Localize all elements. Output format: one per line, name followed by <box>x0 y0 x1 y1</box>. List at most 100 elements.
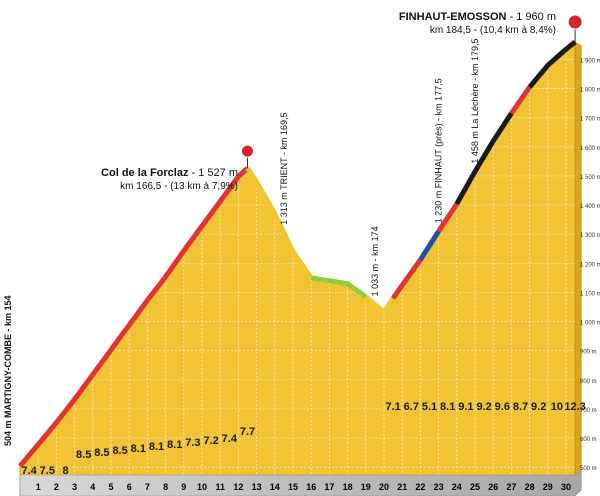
gradient-label: 10 <box>551 401 563 413</box>
gradient-label: 8 <box>62 465 68 477</box>
km-tick-label: 2 <box>54 482 59 492</box>
km-tick-label: 9 <box>181 482 186 492</box>
km-tick-label: 16 <box>306 482 316 492</box>
gradient-label: 12.3 <box>564 401 585 413</box>
gradient-label: 8.1 <box>131 443 146 455</box>
y-tick-label: 800 m <box>580 379 597 385</box>
gradient-label: 8.1 <box>149 441 164 453</box>
y-tick-label: 1 800 m <box>580 88 600 94</box>
ridge-segment <box>391 258 423 300</box>
km-tick-label: 5 <box>108 482 113 492</box>
ridge-segment <box>18 166 250 468</box>
km-tick-label: 22 <box>415 482 425 492</box>
y-tick-label: 1 500 m <box>580 175 600 181</box>
km-tick-label: 30 <box>561 482 571 492</box>
gradient-label: 9.1 <box>458 401 473 413</box>
waypoint-label: 1 313 m TRIENT - km 169,5 <box>279 113 289 225</box>
y-tick-label: 700 m <box>580 408 597 414</box>
km-tick-label: 18 <box>343 482 353 492</box>
km-tick-label: 10 <box>197 482 207 492</box>
km-tick-label: 3 <box>72 482 77 492</box>
profile-fill <box>19 40 576 496</box>
gradient-label: 7.7 <box>240 426 255 438</box>
gradient-label: 7.1 <box>385 401 400 413</box>
gradient-label: 8.1 <box>167 439 182 451</box>
gradient-label: 8.5 <box>94 447 109 459</box>
km-tick-label: 17 <box>324 482 334 492</box>
km-tick-label: 1 <box>36 482 41 492</box>
y-tick-label: 1 000 m <box>580 321 600 327</box>
gradient-label: 7.4 <box>21 465 37 477</box>
summit1-name: Col de la Forclaz <box>101 167 189 179</box>
km-tick-label: 4 <box>90 482 95 492</box>
ridge-segment <box>454 111 514 206</box>
km-tick-label: 13 <box>252 482 262 492</box>
gradient-label: 7.5 <box>40 465 55 477</box>
y-tick-label: 500 m <box>580 466 597 472</box>
ridge-segment <box>245 166 314 280</box>
gradient-label: 7.2 <box>203 435 218 447</box>
y-tick-label: 600 m <box>580 437 597 443</box>
km-tick-label: 29 <box>543 482 553 492</box>
km-tick-label: 27 <box>506 482 516 492</box>
summit1-altitude: - 1 527 m <box>188 167 238 179</box>
gridlines <box>20 51 576 475</box>
y-tick-label: 1 700 m <box>580 117 600 123</box>
profile-area <box>19 40 582 496</box>
ridge-segment <box>527 40 577 89</box>
summit1-title: Col de la Forclaz - 1 527 m <box>101 167 238 179</box>
waypoint-label: 1 230 m FINHAUT (près) - km 177,5 <box>434 78 444 223</box>
km-tick-label: 8 <box>163 482 168 492</box>
gradient-label: 6.7 <box>404 401 419 413</box>
profile-ridge-line <box>18 40 577 468</box>
y-tick-label: 900 m <box>580 350 597 356</box>
km-tick-label: 7 <box>145 482 150 492</box>
ridge-segment <box>310 275 368 299</box>
km-tick-label: 11 <box>215 482 225 492</box>
km-tick-label: 26 <box>488 482 498 492</box>
km-tick-label: 25 <box>470 482 480 492</box>
km-tick-label: 28 <box>525 482 535 492</box>
summit2-altitude: - 1 960 m <box>506 11 556 23</box>
gradient-label: 9.2 <box>531 401 546 413</box>
y-tick-label: 1 200 m <box>580 262 600 268</box>
finish-marker-icon <box>567 14 583 30</box>
y-tick-label: 1 900 m <box>580 58 600 64</box>
gradient-label: 7.4 <box>222 433 238 445</box>
gradient-label: 8.5 <box>76 449 91 461</box>
gradient-label: 5.1 <box>422 401 437 413</box>
ridge-segment <box>436 202 459 233</box>
summit1-subtitle: km 166,5 - (13 km à 7,9%) <box>120 181 238 192</box>
waypoint-label: 1 458 m La Léchère - km 179,5 <box>470 39 480 164</box>
y-tick-label: 1 100 m <box>580 291 600 297</box>
km-band-strip <box>19 470 582 496</box>
km-tick-label: 21 <box>397 482 407 492</box>
start-label: 504 m MARTIGNY-COMBE - km 154 <box>3 295 13 446</box>
summit2-name: FINHAUT-EMOSSON <box>399 11 507 23</box>
summit1-marker-icon <box>241 144 254 158</box>
y-tick-label: 1 400 m <box>580 204 600 210</box>
km-tick-label: 20 <box>379 482 389 492</box>
ridge-segment <box>418 229 441 262</box>
km-band: 1 2 3 4 5 6 7 8 9 10 11 12 13 14 15 16 17 18 19 20 21 22 23 24 2… <box>19 470 582 496</box>
summit2-subtitle: km 184,5 - (10,4 km à 8,4%) <box>430 25 556 36</box>
gradient-label: 8.1 <box>440 401 455 413</box>
km-tick-label: 15 <box>288 482 298 492</box>
annotations: 7.4 7.5 88.5 8.5 8.5 8.1 8.1 8.1 7.3 7.2 7.47.77.1… <box>3 11 586 477</box>
y-axis: 500 m 600 m 700 m 800 m 900 m 1 000 m 1 100 m 1… <box>580 58 600 472</box>
km-tick-label: 6 <box>127 482 132 492</box>
y-tick-label: 1 600 m <box>580 146 600 152</box>
km-tick-label: 24 <box>452 482 462 492</box>
gradient-label: 8.7 <box>513 401 528 413</box>
km-tick-label: 23 <box>434 482 444 492</box>
gradient-label: 8.5 <box>112 445 127 457</box>
km-tick-label: 19 <box>361 482 371 492</box>
ridge-segment <box>364 294 396 315</box>
km-tick-label: 12 <box>233 482 243 492</box>
y-tick-label: 1 300 m <box>580 233 600 239</box>
summit2-title: FINHAUT-EMOSSON - 1 960 m <box>399 11 556 23</box>
waypoint-label: 1 033 m - km 174 <box>370 226 380 296</box>
gradient-label: 7.3 <box>185 437 200 449</box>
gradient-label: 9.6 <box>495 401 510 413</box>
